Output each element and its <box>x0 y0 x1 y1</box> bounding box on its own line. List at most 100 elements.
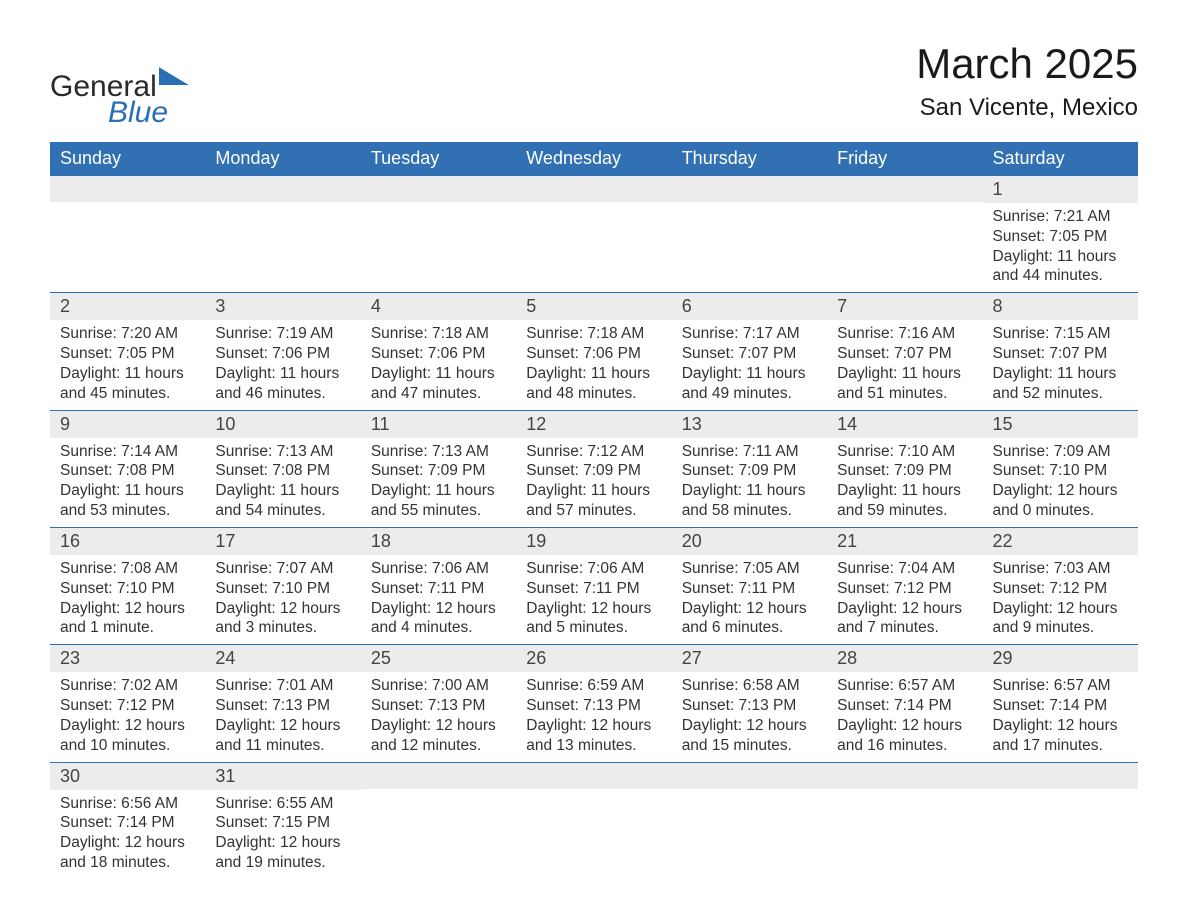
daylight-text: Daylight: 12 hours and 5 minutes. <box>526 599 661 639</box>
weekday-header: Monday <box>205 142 360 176</box>
day-number: 27 <box>672 645 827 672</box>
daylight-text: Daylight: 12 hours and 9 minutes. <box>993 599 1128 639</box>
day-body <box>516 202 671 286</box>
day-body: Sunrise: 7:12 AMSunset: 7:09 PMDaylight:… <box>516 438 671 527</box>
day-body: Sunrise: 7:10 AMSunset: 7:09 PMDaylight:… <box>827 438 982 527</box>
day-body: Sunrise: 7:04 AMSunset: 7:12 PMDaylight:… <box>827 555 982 644</box>
sunrise-text: Sunrise: 7:12 AM <box>526 442 661 462</box>
calendar-day-cell <box>983 762 1138 879</box>
day-number: 10 <box>205 411 360 438</box>
sunrise-text: Sunrise: 7:07 AM <box>215 559 350 579</box>
daylight-text: Daylight: 12 hours and 4 minutes. <box>371 599 506 639</box>
weekday-header: Wednesday <box>516 142 671 176</box>
calendar-day-cell: 10Sunrise: 7:13 AMSunset: 7:08 PMDayligh… <box>205 410 360 527</box>
day-number <box>361 763 516 789</box>
sunset-text: Sunset: 7:13 PM <box>682 696 817 716</box>
sunrise-text: Sunrise: 7:15 AM <box>993 324 1128 344</box>
calendar-week-row: 23Sunrise: 7:02 AMSunset: 7:12 PMDayligh… <box>50 645 1138 762</box>
day-body <box>672 789 827 873</box>
daylight-text: Daylight: 11 hours and 49 minutes. <box>682 364 817 404</box>
sunrise-text: Sunrise: 7:18 AM <box>526 324 661 344</box>
calendar-day-cell: 26Sunrise: 6:59 AMSunset: 7:13 PMDayligh… <box>516 645 671 762</box>
weekday-header-row: Sunday Monday Tuesday Wednesday Thursday… <box>50 142 1138 176</box>
sunrise-text: Sunrise: 7:03 AM <box>993 559 1128 579</box>
day-number <box>516 763 671 789</box>
calendar-week-row: 16Sunrise: 7:08 AMSunset: 7:10 PMDayligh… <box>50 527 1138 644</box>
calendar-day-cell <box>672 762 827 879</box>
day-body <box>983 789 1138 873</box>
sunrise-text: Sunrise: 7:20 AM <box>60 324 195 344</box>
day-number <box>827 763 982 789</box>
sunset-text: Sunset: 7:07 PM <box>682 344 817 364</box>
calendar-table: Sunday Monday Tuesday Wednesday Thursday… <box>50 142 1138 879</box>
sunset-text: Sunset: 7:13 PM <box>215 696 350 716</box>
day-body: Sunrise: 7:15 AMSunset: 7:07 PMDaylight:… <box>983 320 1138 409</box>
day-body: Sunrise: 6:59 AMSunset: 7:13 PMDaylight:… <box>516 672 671 761</box>
sunset-text: Sunset: 7:09 PM <box>526 461 661 481</box>
calendar-day-cell: 13Sunrise: 7:11 AMSunset: 7:09 PMDayligh… <box>672 410 827 527</box>
day-number: 22 <box>983 528 1138 555</box>
day-number: 30 <box>50 763 205 790</box>
day-body: Sunrise: 7:02 AMSunset: 7:12 PMDaylight:… <box>50 672 205 761</box>
day-number <box>983 763 1138 789</box>
calendar-day-cell <box>516 176 671 293</box>
weekday-header: Saturday <box>983 142 1138 176</box>
day-body <box>827 789 982 873</box>
daylight-text: Daylight: 11 hours and 51 minutes. <box>837 364 972 404</box>
sunrise-text: Sunrise: 7:19 AM <box>215 324 350 344</box>
sunrise-text: Sunrise: 7:14 AM <box>60 442 195 462</box>
calendar-day-cell: 18Sunrise: 7:06 AMSunset: 7:11 PMDayligh… <box>361 527 516 644</box>
day-body: Sunrise: 7:18 AMSunset: 7:06 PMDaylight:… <box>361 320 516 409</box>
sunset-text: Sunset: 7:10 PM <box>215 579 350 599</box>
day-body: Sunrise: 7:06 AMSunset: 7:11 PMDaylight:… <box>516 555 671 644</box>
day-number: 24 <box>205 645 360 672</box>
daylight-text: Daylight: 11 hours and 44 minutes. <box>993 247 1128 287</box>
sunset-text: Sunset: 7:06 PM <box>371 344 506 364</box>
day-number: 26 <box>516 645 671 672</box>
weekday-header: Friday <box>827 142 982 176</box>
calendar-day-cell: 17Sunrise: 7:07 AMSunset: 7:10 PMDayligh… <box>205 527 360 644</box>
calendar-day-cell: 12Sunrise: 7:12 AMSunset: 7:09 PMDayligh… <box>516 410 671 527</box>
sunset-text: Sunset: 7:12 PM <box>60 696 195 716</box>
calendar-week-row: 9Sunrise: 7:14 AMSunset: 7:08 PMDaylight… <box>50 410 1138 527</box>
daylight-text: Daylight: 12 hours and 18 minutes. <box>60 833 195 873</box>
sunset-text: Sunset: 7:06 PM <box>215 344 350 364</box>
sunrise-text: Sunrise: 7:00 AM <box>371 676 506 696</box>
daylight-text: Daylight: 11 hours and 55 minutes. <box>371 481 506 521</box>
sunset-text: Sunset: 7:07 PM <box>837 344 972 364</box>
calendar-day-cell: 29Sunrise: 6:57 AMSunset: 7:14 PMDayligh… <box>983 645 1138 762</box>
calendar-day-cell: 4Sunrise: 7:18 AMSunset: 7:06 PMDaylight… <box>361 293 516 410</box>
daylight-text: Daylight: 12 hours and 3 minutes. <box>215 599 350 639</box>
day-body: Sunrise: 7:05 AMSunset: 7:11 PMDaylight:… <box>672 555 827 644</box>
logo: General Blue <box>50 70 189 130</box>
weekday-header: Tuesday <box>361 142 516 176</box>
sunset-text: Sunset: 7:09 PM <box>371 461 506 481</box>
calendar-day-cell: 31Sunrise: 6:55 AMSunset: 7:15 PMDayligh… <box>205 762 360 879</box>
sunrise-text: Sunrise: 7:02 AM <box>60 676 195 696</box>
day-number: 12 <box>516 411 671 438</box>
sunset-text: Sunset: 7:14 PM <box>993 696 1128 716</box>
sunset-text: Sunset: 7:08 PM <box>215 461 350 481</box>
daylight-text: Daylight: 11 hours and 54 minutes. <box>215 481 350 521</box>
day-number: 20 <box>672 528 827 555</box>
calendar-day-cell: 30Sunrise: 6:56 AMSunset: 7:14 PMDayligh… <box>50 762 205 879</box>
daylight-text: Daylight: 11 hours and 52 minutes. <box>993 364 1128 404</box>
sunset-text: Sunset: 7:11 PM <box>371 579 506 599</box>
day-number: 28 <box>827 645 982 672</box>
day-body <box>205 202 360 286</box>
day-number: 3 <box>205 293 360 320</box>
calendar-day-cell: 8Sunrise: 7:15 AMSunset: 7:07 PMDaylight… <box>983 293 1138 410</box>
daylight-text: Daylight: 11 hours and 59 minutes. <box>837 481 972 521</box>
sunrise-text: Sunrise: 7:05 AM <box>682 559 817 579</box>
day-body: Sunrise: 7:16 AMSunset: 7:07 PMDaylight:… <box>827 320 982 409</box>
sunrise-text: Sunrise: 7:10 AM <box>837 442 972 462</box>
day-body: Sunrise: 7:14 AMSunset: 7:08 PMDaylight:… <box>50 438 205 527</box>
sunrise-text: Sunrise: 7:13 AM <box>371 442 506 462</box>
day-body: Sunrise: 6:57 AMSunset: 7:14 PMDaylight:… <box>827 672 982 761</box>
day-number: 15 <box>983 411 1138 438</box>
sunrise-text: Sunrise: 7:21 AM <box>993 207 1128 227</box>
daylight-text: Daylight: 12 hours and 15 minutes. <box>682 716 817 756</box>
day-number <box>672 176 827 202</box>
day-number: 2 <box>50 293 205 320</box>
sunset-text: Sunset: 7:13 PM <box>526 696 661 716</box>
